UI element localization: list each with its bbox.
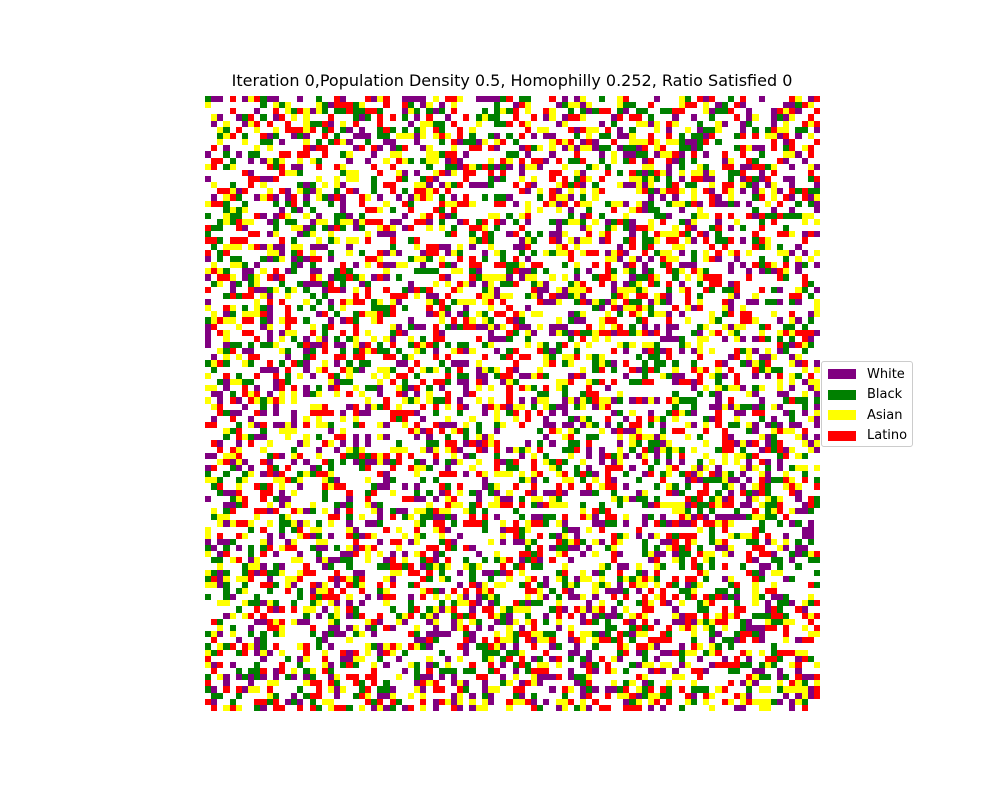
legend-label-black: Black [867,387,903,403]
legend-item-latino: Latino [828,426,908,447]
chart-title: Iteration 0,Population Density 0.5, Homo… [231,71,793,90]
legend-label-white: White [867,366,905,382]
legend-label-latino: Latino [867,428,908,444]
legend-swatch-white [828,369,856,380]
legend-swatch-asian [828,410,856,421]
legend-swatch-latino [828,430,856,441]
legend-swatch-black [828,389,856,400]
legend-label-asian: Asian [867,407,903,423]
population-grid [205,96,820,711]
legend-item-asian: Asian [828,405,906,426]
legend-item-black: Black [828,385,906,406]
legend: White Black Asian Latino [821,361,913,447]
legend-item-white: White [828,364,906,385]
